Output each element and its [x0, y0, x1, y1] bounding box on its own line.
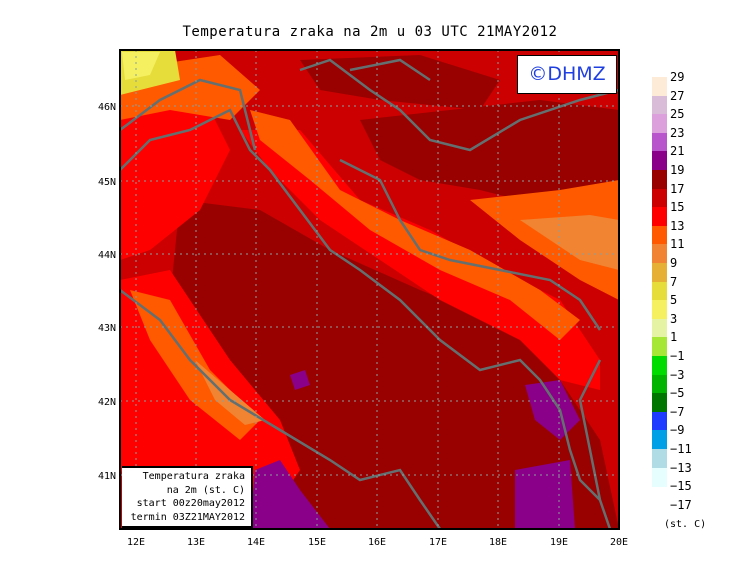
lon-label: 12E	[127, 537, 145, 548]
legend-swatch	[652, 188, 667, 208]
legend-swatch	[652, 225, 667, 245]
field-italy-orange2	[195, 360, 265, 425]
field-dinaric-orange	[250, 110, 580, 340]
info-line: Temperatura zraka	[142, 471, 245, 482]
field-purple-south	[515, 460, 575, 529]
lon-label: 18E	[489, 537, 507, 548]
lat-label: 44N	[98, 250, 116, 261]
field-purple-sea	[290, 370, 310, 390]
legend-swatch	[652, 132, 667, 152]
dhmz-logo: ©DHMZ	[517, 55, 617, 94]
legend-label: 23	[670, 125, 685, 140]
lat-label: 43N	[98, 323, 116, 334]
legend-swatch	[652, 151, 667, 171]
info-line: na 2m (st. C)	[166, 484, 245, 496]
legend-swatch	[652, 467, 667, 487]
legend-label: −11	[670, 442, 692, 456]
legend-swatch	[652, 337, 667, 357]
legend-swatch	[652, 356, 667, 376]
field-east-orange	[470, 180, 619, 300]
legend-label: 13	[670, 218, 685, 233]
legend-label: −3	[670, 367, 685, 382]
legend-swatch	[652, 170, 667, 190]
legend-swatch	[652, 393, 667, 413]
info-box: Temperatura zraka na 2m (st. C) start 00…	[122, 466, 253, 528]
legend-swatch	[652, 449, 667, 469]
coastlines	[120, 58, 619, 529]
lon-label: 15E	[308, 537, 326, 548]
legend-label: −7	[670, 404, 685, 419]
legend-label: 21	[670, 144, 685, 159]
lon-label: 16E	[368, 537, 386, 548]
graticule	[120, 50, 619, 529]
lat-label: 41N	[98, 471, 116, 482]
legend-label: −13	[670, 460, 692, 475]
legend-label: 25	[670, 107, 685, 122]
legend-label: 5	[670, 293, 678, 308]
field-alps-yellow2	[122, 52, 160, 80]
legend-swatch	[652, 263, 667, 283]
legend-swatch	[652, 95, 667, 115]
lon-label: 14E	[247, 537, 265, 548]
field-inland-warm	[360, 100, 619, 220]
legend-label: 11	[670, 237, 685, 252]
lat-axis: 46N 45N 44N 43N 42N 41N	[98, 102, 116, 482]
legend-label: −5	[670, 386, 685, 401]
legend-swatch	[652, 244, 667, 264]
lon-label: 19E	[550, 537, 568, 548]
legend-label: −9	[670, 423, 685, 438]
legend-label: −17	[670, 497, 692, 512]
info-line: start 00z20may2012	[136, 498, 245, 509]
lon-label: 17E	[429, 537, 447, 548]
info-line: termin 03Z21MAY2012	[130, 511, 245, 523]
lat-label: 45N	[98, 177, 116, 188]
legend-label: −1	[670, 349, 685, 363]
legend-label: 9	[670, 256, 678, 270]
field-east-orange2	[520, 215, 619, 270]
legend-label: −15	[670, 479, 692, 494]
lon-label: 20E	[610, 537, 628, 548]
legend-unit: (st. C)	[664, 519, 707, 530]
map-title: Temperatura zraka na 2m u 03 UTC 21MAY20…	[182, 24, 558, 40]
map-frame	[119, 49, 620, 530]
field-west-red	[120, 90, 230, 260]
legend-label: 7	[670, 274, 678, 289]
lon-label: 13E	[187, 537, 205, 548]
legend-label: 15	[670, 200, 685, 215]
lat-label: 42N	[98, 397, 116, 408]
legend-label: 3	[670, 311, 678, 326]
legend-swatch	[652, 281, 667, 301]
lat-label: 46N	[98, 102, 116, 113]
legend-swatch	[652, 300, 667, 320]
legend-swatch	[652, 77, 667, 97]
legend-swatch	[652, 411, 667, 431]
legend-swatch	[652, 318, 667, 338]
field-purple-albania	[525, 380, 580, 440]
field-purple-italy	[250, 460, 330, 529]
legend-label: 19	[670, 163, 685, 177]
lon-axis: 12E 13E 14E 15E 16E 17E 18E 19E 20E	[127, 537, 628, 548]
legend-swatch	[652, 430, 667, 450]
legend-label: 29	[670, 70, 685, 84]
legend-label: 27	[670, 88, 685, 103]
legend-swatch	[652, 207, 667, 227]
legend-label: 17	[670, 181, 685, 196]
legend-swatch	[652, 114, 667, 134]
legend-label: 1	[670, 330, 678, 345]
legend-swatch	[652, 374, 667, 394]
